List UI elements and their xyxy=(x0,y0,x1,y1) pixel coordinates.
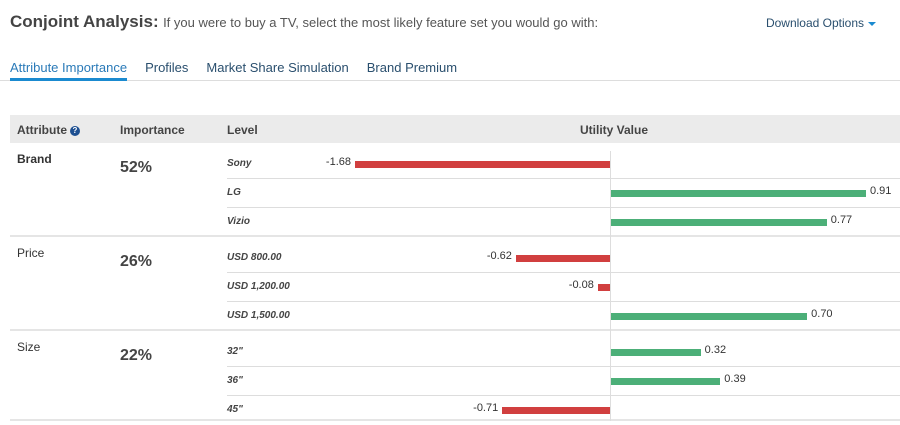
level-name: 45" xyxy=(227,404,243,415)
importance-value: 52% xyxy=(120,159,153,176)
utility-value-label: -0.08 xyxy=(567,279,595,291)
help-icon[interactable]: ? xyxy=(70,126,80,136)
tab-brand-premium[interactable]: Brand Premium xyxy=(366,60,458,75)
utility-value-label: 0.32 xyxy=(703,344,728,356)
column-utility-value: Utility Value xyxy=(580,123,649,137)
utility-value-label: 0.91 xyxy=(869,185,893,197)
zero-axis-line xyxy=(610,151,611,421)
attribute-name: Price xyxy=(17,246,45,260)
tab-market-share-simulation[interactable]: Market Share Simulation xyxy=(206,60,349,75)
caret-down-icon xyxy=(868,21,876,26)
level-row: USD 800.00 -0.62 xyxy=(227,244,900,273)
utility-bar xyxy=(611,219,827,226)
importance-value: 22% xyxy=(120,347,153,364)
page-title: Conjoint Analysis: If you were to buy a … xyxy=(10,12,599,31)
column-importance: Importance xyxy=(120,123,185,137)
attribute-name: Size xyxy=(17,340,41,354)
utility-bar xyxy=(502,407,610,414)
utility-bar xyxy=(597,284,610,291)
importance-value: 26% xyxy=(120,253,153,270)
level-row: USD 1,200.00 -0.08 xyxy=(227,273,900,302)
utility-bar xyxy=(611,349,701,356)
level-name: USD 1,500.00 xyxy=(227,310,290,321)
attribute-group: Price 26% USD 800.00 -0.62 USD 1,200.00 -0… xyxy=(10,237,900,331)
table-header: Attribute? Importance Level Utility Valu… xyxy=(10,115,900,143)
utility-value-label: 0.77 xyxy=(829,214,854,226)
level-row: 32" 0.32 xyxy=(227,338,900,367)
tab-profiles[interactable]: Profiles xyxy=(145,60,189,75)
utility-bar xyxy=(611,313,808,320)
utility-value-label: 0.39 xyxy=(723,373,747,385)
utility-bar xyxy=(611,378,721,385)
level-name: 36" xyxy=(227,375,243,386)
level-name: USD 1,200.00 xyxy=(227,281,290,292)
level-name: Sony xyxy=(227,158,252,169)
level-row: Vizio 0.77 xyxy=(227,208,900,237)
utility-value-label: 0.70 xyxy=(810,308,834,320)
level-row: 45" -0.71 xyxy=(227,396,900,425)
level-name: USD 800.00 xyxy=(227,252,282,263)
download-options-button[interactable]: Download Options xyxy=(766,16,876,30)
page-header: Conjoint Analysis: If you were to buy a … xyxy=(10,12,890,32)
tab-bar: Attribute Importance Profiles Market Sha… xyxy=(0,58,900,81)
level-row: LG 0.91 xyxy=(227,179,900,208)
level-row: USD 1,500.00 0.70 xyxy=(227,302,900,331)
level-name: LG xyxy=(227,187,241,198)
column-level: Level xyxy=(227,123,258,137)
utility-bar xyxy=(355,161,610,168)
column-attribute: Attribute? xyxy=(17,123,80,137)
level-row: 36" 0.39 xyxy=(227,367,900,396)
utility-value-label: -0.71 xyxy=(472,402,500,414)
level-name: Vizio xyxy=(227,216,250,227)
attribute-group: Size 22% 32" 0.32 36" 0.39 45" -0.71 xyxy=(10,331,900,421)
utility-value-label: -1.68 xyxy=(324,156,352,168)
level-row: Sony -1.68 xyxy=(227,150,900,179)
utility-value-label: -0.62 xyxy=(485,250,513,262)
attribute-name: Brand xyxy=(17,152,52,166)
level-name: 32" xyxy=(227,346,243,357)
tab-attribute-importance[interactable]: Attribute Importance xyxy=(10,60,128,81)
utility-bar xyxy=(515,255,610,262)
attribute-group: Brand 52% Sony -1.68 LG 0.91 Vizio 0.77 xyxy=(10,143,900,237)
utility-bar xyxy=(611,190,866,197)
